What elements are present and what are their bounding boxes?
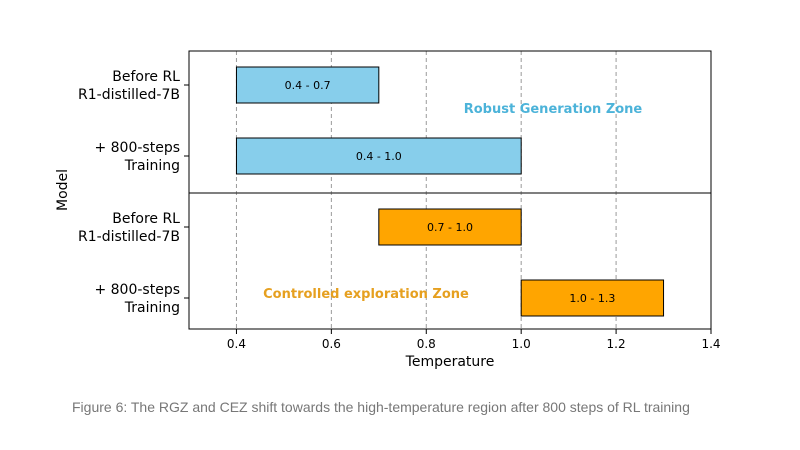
plot-frame [188, 50, 712, 330]
y-tick-label: R1-distilled-7B [78, 87, 180, 103]
bar-data-label: 0.7 - 1.0 [427, 221, 473, 234]
bar-data-label: 0.4 - 0.7 [285, 79, 331, 92]
zone-label-controlled: Controlled exploration Zone [263, 287, 469, 302]
y-tick-label: R1-distilled-7B [78, 229, 180, 245]
y-axis-label: Model [55, 169, 71, 211]
figure-caption: Figure 6: The RGZ and CEZ shift towards … [72, 399, 690, 415]
x-tick-label: 0.8 [417, 337, 436, 351]
y-tick-label: Training [124, 300, 180, 316]
x-ticks: 0.4 0.6 0.8 1.0 1.2 1.4 [227, 329, 721, 351]
range-bar [235, 66, 380, 104]
bars: 0.4 - 0.7 0.4 - 1.0 0.7 - 1.0 1.0 - 1.3 [235, 66, 665, 317]
x-tick-label: 1.4 [701, 337, 720, 351]
bar-data-label: 1.0 - 1.3 [569, 292, 615, 305]
y-tick-labels: Before RL R1-distilled-7B + 800-steps Train… [78, 69, 189, 316]
x-tick-label: 0.6 [322, 337, 341, 351]
y-tick-label: + 800-steps [94, 140, 180, 156]
range-bar [235, 137, 522, 175]
x-tick-label: 0.4 [227, 337, 246, 351]
chart: 0.4 - 0.7 0.4 - 1.0 0.7 - 1.0 1.0 - 1.3 Rob… [55, 50, 721, 370]
y-tick-label: Before RL [112, 69, 180, 85]
zone-label-robust: Robust Generation Zone [464, 102, 643, 117]
x-tick-label: 1.2 [607, 337, 626, 351]
y-tick-label: + 800-steps [94, 282, 180, 298]
y-tick-label: Training [124, 158, 180, 174]
x-tick-label: 1.0 [512, 337, 531, 351]
range-bar [520, 279, 665, 317]
bar-data-label: 0.4 - 1.0 [356, 150, 402, 163]
x-axis-label: Temperature [405, 354, 495, 370]
y-tick-label: Before RL [112, 211, 180, 227]
range-bar [378, 208, 522, 246]
